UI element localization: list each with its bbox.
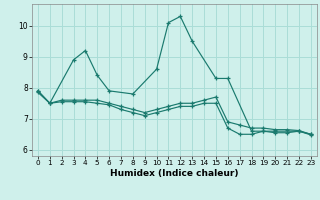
X-axis label: Humidex (Indice chaleur): Humidex (Indice chaleur) bbox=[110, 169, 239, 178]
